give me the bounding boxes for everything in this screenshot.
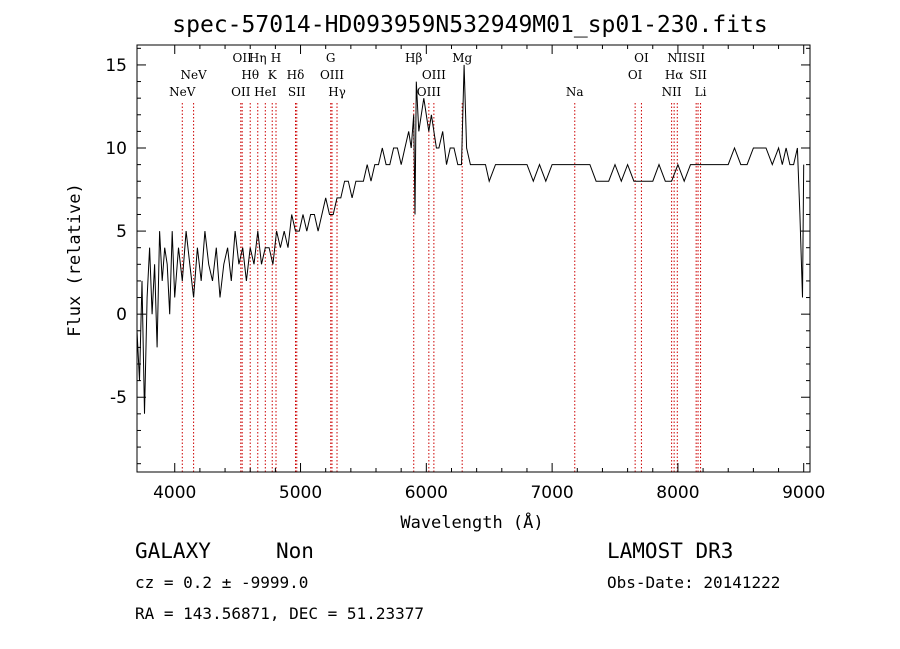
line-label-21: NII — [662, 85, 682, 99]
x-tick-label-0: 4000 — [153, 483, 196, 503]
plot-frame — [136, 44, 811, 473]
observation-date: Obs-Date: 20141222 — [607, 573, 780, 592]
x-tick-label-4: 8000 — [656, 483, 699, 503]
coordinates: RA = 143.56871, DEC = 51.23377 — [135, 604, 424, 623]
line-label-9: Hδ — [287, 68, 305, 82]
x-axis-label: Wavelength (Å) — [400, 511, 543, 533]
line-label-15: OIII — [417, 85, 441, 99]
y-tick-label-0: -5 — [110, 388, 127, 408]
x-tick-label-1: 5000 — [279, 483, 322, 503]
line-label-18: Na — [566, 85, 584, 99]
line-label-23: NII — [667, 51, 687, 65]
axis-ticks: 4000 5000 6000 7000 8000 9000 -5 0 5 10 15 — [105, 45, 825, 503]
object-class: GALAXY — [135, 539, 211, 563]
line-label-25: SII — [689, 68, 707, 82]
line-label-0: NeV — [169, 85, 196, 99]
line-label-8: H — [271, 51, 281, 65]
line-label-22: Hα — [665, 68, 684, 82]
line-label-26: Li — [695, 85, 707, 99]
line-label-5: Hη — [249, 51, 267, 65]
survey-name: LAMOST DR3 — [607, 539, 733, 563]
object-subclass: Non — [276, 539, 314, 563]
line-label-4: Hθ — [241, 68, 259, 82]
spectrum-line — [136, 64, 805, 414]
line-label-1: NeV — [180, 68, 207, 82]
line-label-3: OII — [233, 51, 253, 65]
y-tick-label-4: 15 — [105, 56, 127, 76]
line-label-7: K — [268, 68, 278, 82]
line-label-13: Hγ — [328, 85, 346, 99]
chart-title: spec-57014-HD093959N532949M01_sp01-230.f… — [172, 12, 767, 38]
x-tick-label-2: 6000 — [405, 483, 448, 503]
line-label-17: Mg — [452, 51, 472, 65]
line-label-12: OIII — [320, 68, 344, 82]
line-label-24: SII — [687, 51, 705, 65]
y-tick-label-1: 0 — [116, 305, 127, 325]
y-axis-label: Flux (relative) — [65, 183, 85, 337]
spectrum-series — [136, 64, 805, 414]
redshift-value: cz = 0.2 ± -9999.0 — [135, 573, 308, 592]
line-label-6: HeI — [254, 85, 277, 99]
line-label-16: OIII — [422, 68, 446, 82]
y-tick-label-2: 5 — [116, 222, 127, 242]
emission-line-markers: NeVNeVOIIOIIHθHηHeIKHHδSIIGOIIIHγHβOIIIO… — [169, 51, 707, 472]
line-label-19: OI — [628, 68, 643, 82]
y-tick-label-3: 10 — [105, 139, 127, 159]
x-tick-label-3: 7000 — [530, 483, 573, 503]
line-label-14: Hβ — [405, 51, 422, 65]
line-label-11: G — [326, 51, 336, 65]
line-label-10: SII — [288, 85, 306, 99]
line-label-20: OI — [634, 51, 649, 65]
line-label-2: OII — [231, 85, 251, 99]
x-tick-label-5: 9000 — [782, 483, 825, 503]
